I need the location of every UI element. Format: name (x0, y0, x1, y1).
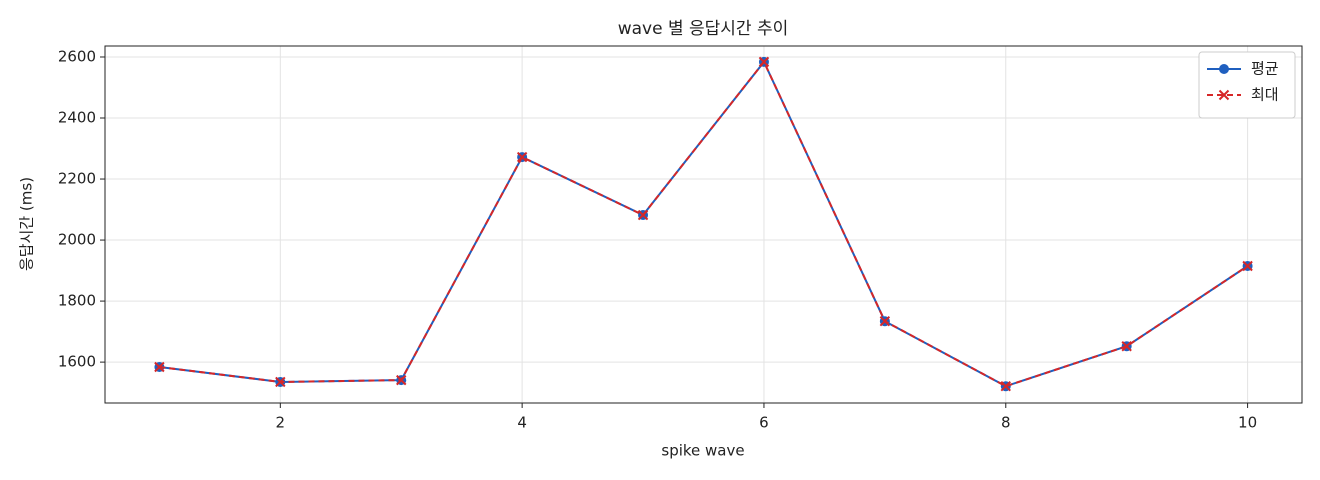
x-tick-label: 4 (517, 414, 527, 432)
marker (396, 374, 407, 386)
x-axis-label: spike wave (661, 442, 744, 460)
marker (758, 56, 770, 68)
legend-marker (1218, 89, 1230, 101)
legend-label: 최대 (1251, 86, 1279, 104)
y-tick-label: 2600 (58, 47, 96, 65)
marker (154, 361, 165, 373)
marker (1000, 381, 1011, 392)
marker (1121, 341, 1132, 352)
legend-label: 평균 (1251, 60, 1279, 78)
marker (275, 376, 286, 388)
y-tick-label: 2200 (58, 170, 96, 188)
marker (1242, 260, 1253, 272)
legend-box (1198, 51, 1296, 119)
x-tick-label: 6 (759, 414, 769, 432)
y-tick-label: 2400 (58, 109, 96, 127)
marker (637, 209, 649, 221)
y-tick-label: 1800 (58, 292, 96, 310)
series-line (159, 59, 1249, 388)
x-tick-label: 2 (276, 414, 286, 432)
y-tick-label: 1600 (58, 353, 96, 371)
legend-marker (1219, 64, 1229, 74)
plot-frame (104, 45, 1303, 404)
series-line (159, 59, 1249, 388)
x-tick-label: 10 (1238, 414, 1257, 432)
marker (879, 316, 891, 327)
x-tick-label: 8 (1001, 414, 1011, 432)
y-axis-label: 응답시간 (ms) (18, 177, 36, 271)
y-tick-label: 2000 (58, 231, 96, 249)
marker (516, 151, 528, 163)
chart-title: wave 별 응답시간 추이 (618, 19, 789, 39)
